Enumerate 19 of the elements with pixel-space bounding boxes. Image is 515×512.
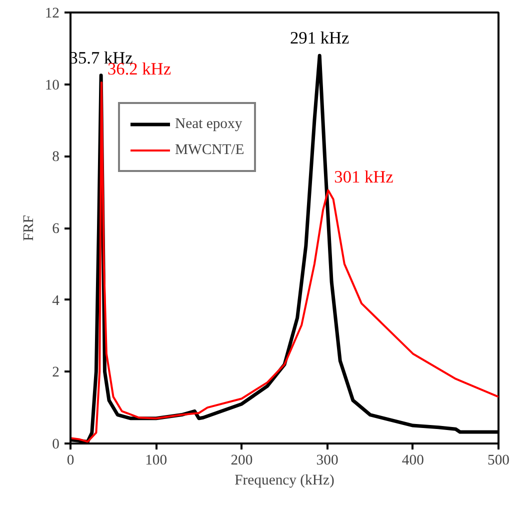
x-tick-label: 200 xyxy=(230,452,253,468)
y-tick-label: 2 xyxy=(52,364,60,381)
annotation: 301 kHz xyxy=(334,167,394,186)
annotation: 291 kHz xyxy=(290,28,350,48)
x-tick-label: 400 xyxy=(402,452,424,468)
x-tick-label: 300 xyxy=(316,452,338,468)
y-tick-label: 0 xyxy=(52,436,60,452)
legend-label: Neat epoxy xyxy=(175,116,242,132)
legend-label: MWCNT/E xyxy=(175,142,244,158)
y-tick-label: 10 xyxy=(44,77,60,94)
y-tick-label: 4 xyxy=(52,292,60,309)
y-axis-title: FRF xyxy=(20,214,37,242)
x-tick-label: 100 xyxy=(145,452,168,468)
x-tick-label: 0 xyxy=(66,452,74,468)
y-tick-label: 6 xyxy=(52,221,60,237)
x-axis-title: Frequency (kHz) xyxy=(234,472,334,488)
x-tick-label: 500 xyxy=(488,452,510,468)
y-tick-label: 8 xyxy=(52,149,60,166)
y-tick-label: 12 xyxy=(44,6,60,22)
